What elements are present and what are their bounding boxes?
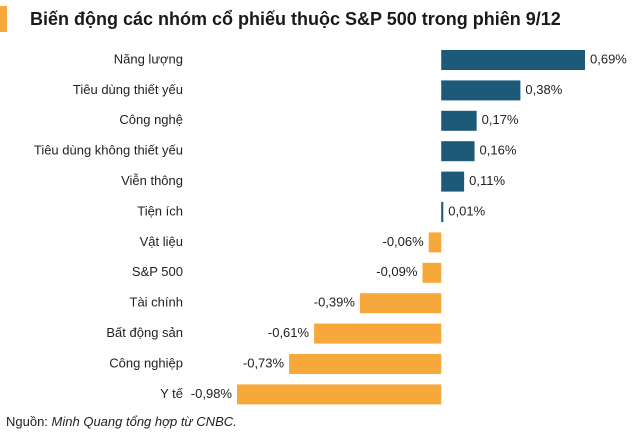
category-label: Công nghiệp bbox=[109, 355, 183, 370]
source: Nguồn: Minh Quang tổng hợp từ CNBC. bbox=[6, 414, 237, 429]
value-label: -0,73% bbox=[243, 355, 285, 370]
bar bbox=[237, 384, 442, 405]
category-label: Năng lượng bbox=[114, 51, 183, 66]
title-accent bbox=[0, 6, 7, 32]
category-label: Tiêu dùng thiết yếu bbox=[73, 82, 183, 97]
value-label: 0,17% bbox=[482, 112, 519, 127]
category-label: Tài chính bbox=[130, 295, 183, 310]
bar bbox=[314, 323, 442, 344]
bar bbox=[441, 202, 444, 222]
value-label: 0,11% bbox=[469, 173, 505, 188]
bar bbox=[289, 354, 442, 374]
bar bbox=[422, 262, 442, 283]
bar bbox=[359, 293, 442, 314]
value-label: -0,09% bbox=[376, 264, 418, 279]
value-label: -0,61% bbox=[268, 325, 310, 340]
value-label: -0,06% bbox=[383, 234, 425, 249]
bar bbox=[441, 110, 477, 131]
value-label: 0,38% bbox=[525, 82, 562, 97]
category-label: Bất động sản bbox=[106, 325, 183, 340]
bar bbox=[441, 171, 465, 192]
value-label: 0,16% bbox=[480, 143, 517, 158]
source-prefix: Nguồn: bbox=[6, 414, 48, 429]
chart-title: Biến động các nhóm cổ phiếu thuộc S&P 50… bbox=[30, 9, 561, 29]
value-label: -0,98% bbox=[191, 386, 233, 401]
bar bbox=[441, 141, 475, 162]
category-label: Y tế bbox=[160, 386, 184, 401]
category-label: Tiêu dùng không thiết yếu bbox=[34, 143, 183, 158]
category-label: Tiện ích bbox=[137, 203, 183, 218]
bar bbox=[441, 80, 521, 101]
bar bbox=[428, 232, 442, 253]
bar bbox=[441, 50, 585, 70]
category-label: Vật liệu bbox=[140, 234, 183, 249]
category-label: Công nghệ bbox=[119, 112, 183, 127]
value-label: 0,01% bbox=[448, 203, 485, 218]
value-label: -0,39% bbox=[314, 295, 356, 310]
category-label: Viễn thông bbox=[121, 173, 183, 188]
source-text: Minh Quang tổng hợp từ CNBC. bbox=[52, 414, 237, 429]
value-label: 0,69% bbox=[590, 51, 627, 66]
category-label: S&P 500 bbox=[132, 264, 183, 279]
